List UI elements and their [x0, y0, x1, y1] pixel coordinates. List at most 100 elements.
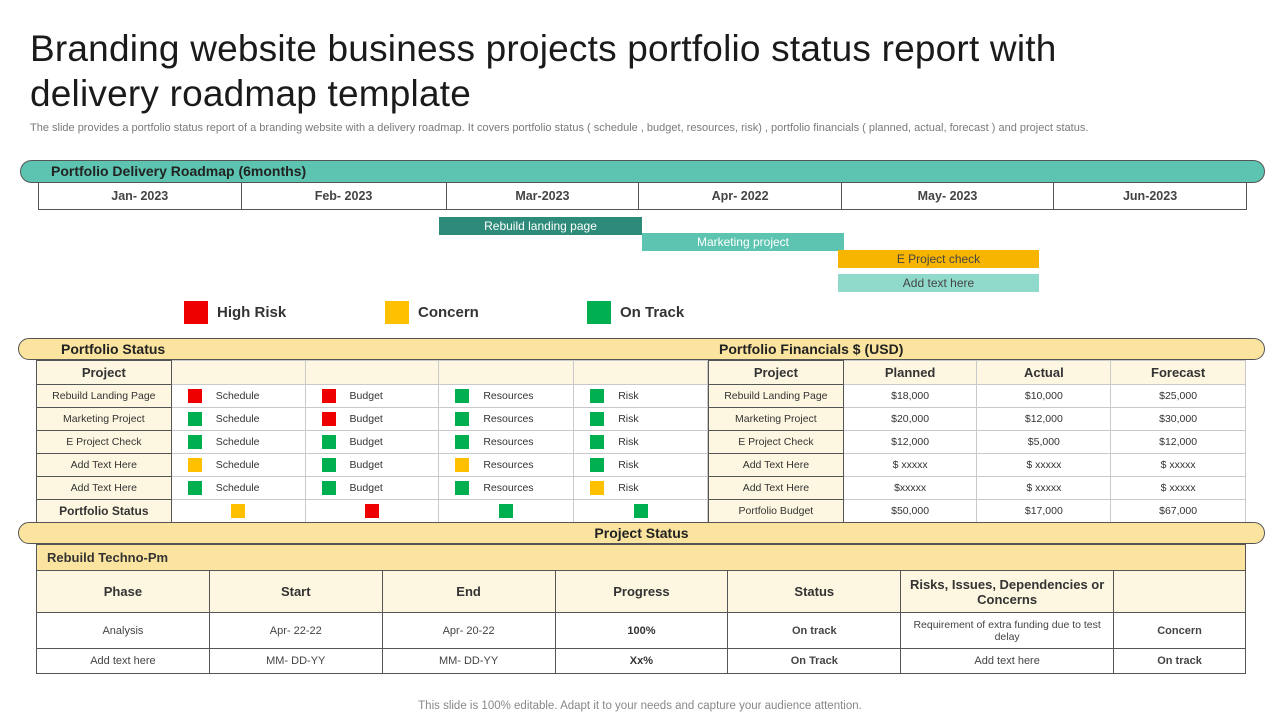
indicator-label: Risk — [618, 436, 639, 448]
status-square-icon — [499, 504, 514, 518]
status-square-icon — [590, 481, 605, 495]
project-cell: Rebuild Landing Page — [708, 384, 844, 408]
portfolio-heading-bar: Portfolio Status Portfolio Financials $ … — [18, 338, 1265, 360]
month-cell: Jan- 2023 — [38, 182, 242, 210]
indicator-label: Budget — [349, 482, 383, 494]
status-square-icon — [590, 389, 605, 403]
roadmap-months: Jan- 2023 Feb- 2023 Mar-2023 Apr- 2022 M… — [38, 182, 1247, 210]
indicator-cell: Resources — [438, 430, 575, 454]
project-status-heading: Project Status — [18, 522, 1265, 544]
legend-concern: Concern — [385, 300, 479, 324]
portfolio-financials-heading: Portfolio Financials $ (USD) — [719, 341, 904, 357]
table-row: Marketing Project Schedule Budget Resources… — [36, 407, 708, 431]
status-square-icon — [187, 412, 202, 426]
portfolio-status-table: Project Rebuild Landing Page Schedule Budg… — [36, 360, 708, 523]
concern-cell: On track — [1113, 648, 1246, 674]
status-square-icon — [633, 504, 648, 518]
amount-cell: $25,000 — [1110, 384, 1246, 408]
indicator-label: Risk — [618, 390, 639, 402]
table-row: Rebuild Landing Page Schedule Budget Resour… — [36, 384, 708, 408]
risks-cell: Add text here — [900, 648, 1115, 674]
amount-cell: $ xxxxx — [842, 453, 978, 477]
indicator-label: Risk — [618, 482, 639, 494]
page-subtitle: The slide provides a portfolio status re… — [30, 122, 1089, 134]
status-square-icon — [364, 504, 379, 518]
portfolio-status-heading: Portfolio Status — [61, 341, 166, 357]
legend-high-risk: High Risk — [184, 300, 286, 324]
indicator-cell: Resources — [438, 407, 575, 431]
table-row: Add Text Here Schedule Budget Resources Risk — [36, 453, 708, 477]
column-header: Risks, Issues, Dependencies or Concerns — [900, 570, 1115, 613]
indicator-cell: Schedule — [170, 476, 306, 500]
indicator-cell: Budget — [304, 476, 440, 500]
status-square-icon — [590, 458, 605, 472]
page-title: Branding website business projects portf… — [30, 28, 1057, 114]
progress-cell: Xx% — [554, 648, 729, 674]
summary-cell — [304, 499, 440, 523]
indicator-cell: Resources — [438, 453, 575, 477]
indicator-cell: Budget — [304, 384, 440, 408]
project-cell: Portfolio Budget — [708, 499, 844, 523]
project-cell: Add Text Here — [708, 476, 844, 500]
table-row: E Project Check Schedule Budget Resources Ri… — [36, 430, 708, 454]
indicator-cell: Risk — [573, 384, 708, 408]
indicator-cell: Schedule — [170, 407, 306, 431]
table-row: Analysis Apr- 22-22 Apr- 20-22 100% On t… — [36, 612, 1246, 649]
amount-cell: $ xxxxx — [976, 453, 1112, 477]
indicator-label: Budget — [349, 390, 383, 402]
column-header — [1113, 570, 1246, 613]
roadmap-bar-eproject: E Project check — [838, 250, 1039, 268]
end-cell: MM- DD-YY — [381, 648, 556, 674]
status-square-icon — [455, 389, 470, 403]
indicator-label: Resources — [483, 482, 534, 494]
status-square-icon — [455, 458, 470, 472]
table-row: Portfolio Budget $50,000 $17,000 $67,000 — [708, 499, 1246, 523]
month-cell: Feb- 2023 — [240, 182, 447, 210]
amount-cell: $10,000 — [976, 384, 1112, 408]
table-row: Rebuild Landing Page $18,000 $10,000 $25,00… — [708, 384, 1246, 408]
status-square-icon — [321, 435, 336, 449]
green-square-icon — [587, 300, 611, 324]
month-cell: Mar-2023 — [445, 182, 640, 210]
start-cell: Apr- 22-22 — [208, 612, 383, 649]
column-header: Project — [708, 360, 844, 385]
roadmap-heading: Portfolio Delivery Roadmap (6months) — [20, 160, 1265, 183]
project-cell: Add Text Here — [36, 476, 172, 500]
amount-cell: $20,000 — [842, 407, 978, 431]
month-cell: Apr- 2022 — [638, 182, 842, 210]
month-cell: Jun-2023 — [1053, 182, 1247, 210]
amount-cell: $ xxxxx — [1110, 476, 1246, 500]
concern-cell: Concern — [1113, 612, 1246, 649]
indicator-label: Resources — [483, 413, 534, 425]
status-square-icon — [231, 504, 246, 518]
amount-cell: $12,000 — [976, 407, 1112, 431]
project-cell: Rebuild Landing Page — [36, 384, 172, 408]
status-square-icon — [455, 481, 470, 495]
column-header: Forecast — [1110, 360, 1246, 385]
red-square-icon — [184, 300, 208, 324]
legend-label: High Risk — [217, 303, 287, 321]
amount-cell: $ xxxxx — [1110, 453, 1246, 477]
table-row: Marketing Project $20,000 $12,000 $30,000 — [708, 407, 1246, 431]
status-square-icon — [187, 435, 202, 449]
indicator-label: Schedule — [215, 390, 260, 402]
column-header: Phase — [36, 570, 210, 613]
project-status-table: Rebuild Techno-Pm Phase Start End Progre… — [36, 544, 1246, 674]
project-cell: E Project Check — [36, 430, 172, 454]
status-square-icon — [187, 389, 202, 403]
indicator-cell: Budget — [304, 453, 440, 477]
table-row: Add Text Here $xxxxx $ xxxxx $ xxxxx — [708, 476, 1246, 500]
amount-cell: $30,000 — [1110, 407, 1246, 431]
status-square-icon — [455, 412, 470, 426]
table-row: Add Text Here $ xxxxx $ xxxxx $ xxxxx — [708, 453, 1246, 477]
footer-note: This slide is 100% editable. Adapt it to… — [418, 700, 862, 712]
indicator-label: Schedule — [215, 459, 260, 471]
roadmap-bar-rebuild: Rebuild landing page — [439, 217, 642, 235]
risks-cell: Requirement of extra funding due to test… — [900, 612, 1115, 649]
amount-cell: $5,000 — [976, 430, 1112, 454]
indicator-label: Schedule — [215, 482, 260, 494]
indicator-cell: Risk — [573, 407, 708, 431]
project-band: Rebuild Techno-Pm — [36, 544, 1246, 571]
indicator-label: Budget — [349, 413, 383, 425]
start-cell: MM- DD-YY — [208, 648, 383, 674]
